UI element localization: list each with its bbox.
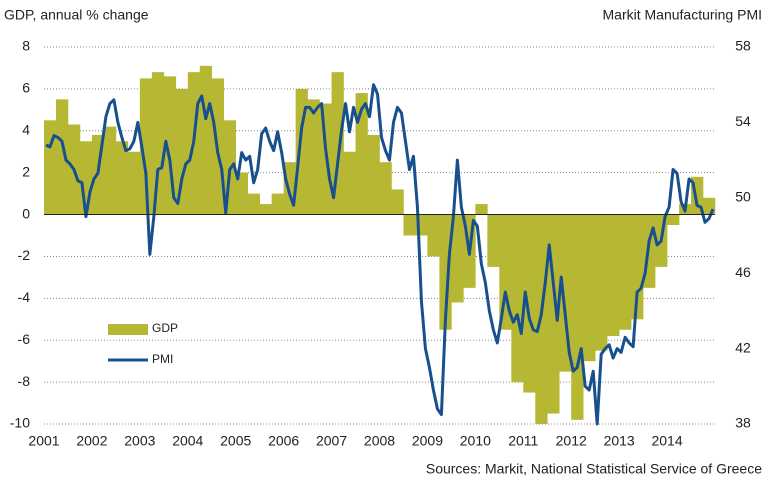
x-tick-label: 2014 (651, 433, 682, 449)
gdp-bar (127, 151, 141, 215)
y-tick-label: 4 (22, 121, 30, 137)
gdp-bar (487, 214, 500, 267)
legend-swatch (108, 324, 148, 335)
gdp-bar (511, 214, 524, 383)
y-tick-label: -2 (18, 247, 31, 263)
y-tick-label: 8 (22, 38, 30, 54)
legend-label: GDP (152, 321, 178, 335)
gdp-bar (667, 214, 680, 226)
y-tick-label: -4 (18, 289, 31, 305)
legend-label: PMI (152, 352, 173, 366)
y-tick-label: -10 (10, 415, 30, 431)
x-tick-label: 2002 (76, 433, 107, 449)
gdp-bar (55, 99, 69, 215)
gdp-bar (571, 214, 584, 420)
chart-title: GDP, annual % change (4, 7, 149, 23)
gdp-bar (475, 204, 488, 215)
gdp-bar (175, 88, 189, 215)
gdp-bar (583, 214, 596, 362)
gdp-bar (451, 214, 464, 303)
x-tick-label: 2011 (508, 433, 538, 449)
gdp-bar (427, 214, 440, 257)
gdp-bar (703, 197, 716, 215)
y-tick-label: 0 (22, 205, 30, 221)
gdp-bar (403, 214, 416, 236)
source: Sources: Markit, National Statistical Se… (426, 461, 762, 477)
gdp-bar (115, 141, 129, 215)
x-tick-label: 2013 (604, 433, 635, 449)
x-tick-label: 2003 (124, 433, 155, 449)
x-tick-label: 2009 (412, 433, 443, 449)
gdp-bar (391, 189, 404, 215)
x-tick-label: 2012 (556, 433, 587, 449)
x-tick-label: 2007 (316, 433, 347, 449)
y2-tick-label: 54 (735, 113, 751, 129)
gdp-bar (295, 88, 308, 215)
x-tick-label: 2006 (268, 433, 299, 449)
gdp-bar (343, 151, 356, 215)
gdp-bar (607, 214, 620, 337)
y2-axis-title: Markit Manufacturing PMI (603, 7, 763, 23)
y2-tick-label: 50 (735, 189, 751, 205)
y-tick-label: 6 (22, 80, 30, 96)
gdp-bar (259, 204, 272, 215)
gdp-bar (235, 172, 248, 215)
y2-tick-label: 58 (735, 38, 751, 54)
y-tick-label: -8 (18, 373, 31, 389)
x-tick-label: 2010 (460, 433, 491, 449)
gdp-bar (619, 214, 632, 330)
gdp-bar (523, 214, 536, 393)
pmi-line (45, 83, 715, 426)
x-tick-label: 2008 (364, 433, 395, 449)
gdp-bar (79, 141, 93, 215)
gdp-bar (439, 214, 452, 330)
gdp-bar (631, 214, 644, 320)
gdp-bar (307, 99, 320, 215)
y2-tick-label: 42 (735, 339, 751, 355)
gdp-bar (271, 193, 284, 215)
x-tick-label: 2004 (172, 433, 203, 449)
gdp-bar (199, 65, 213, 215)
x-tick-label: 2005 (220, 433, 251, 449)
y2-tick-label: 46 (735, 264, 751, 280)
y-tick-label: -6 (18, 331, 31, 347)
gdp-bar (367, 134, 380, 215)
gdp-bar (379, 162, 392, 215)
gdp-bar (103, 126, 117, 215)
y-tick-label: 2 (22, 163, 30, 179)
gdp-bar (139, 78, 153, 215)
gdp-bar (595, 214, 608, 351)
gdp-bar (151, 72, 165, 215)
y2-tick-label: 38 (735, 415, 751, 431)
gdp-bar (247, 193, 260, 215)
x-tick-label: 2001 (28, 433, 59, 449)
